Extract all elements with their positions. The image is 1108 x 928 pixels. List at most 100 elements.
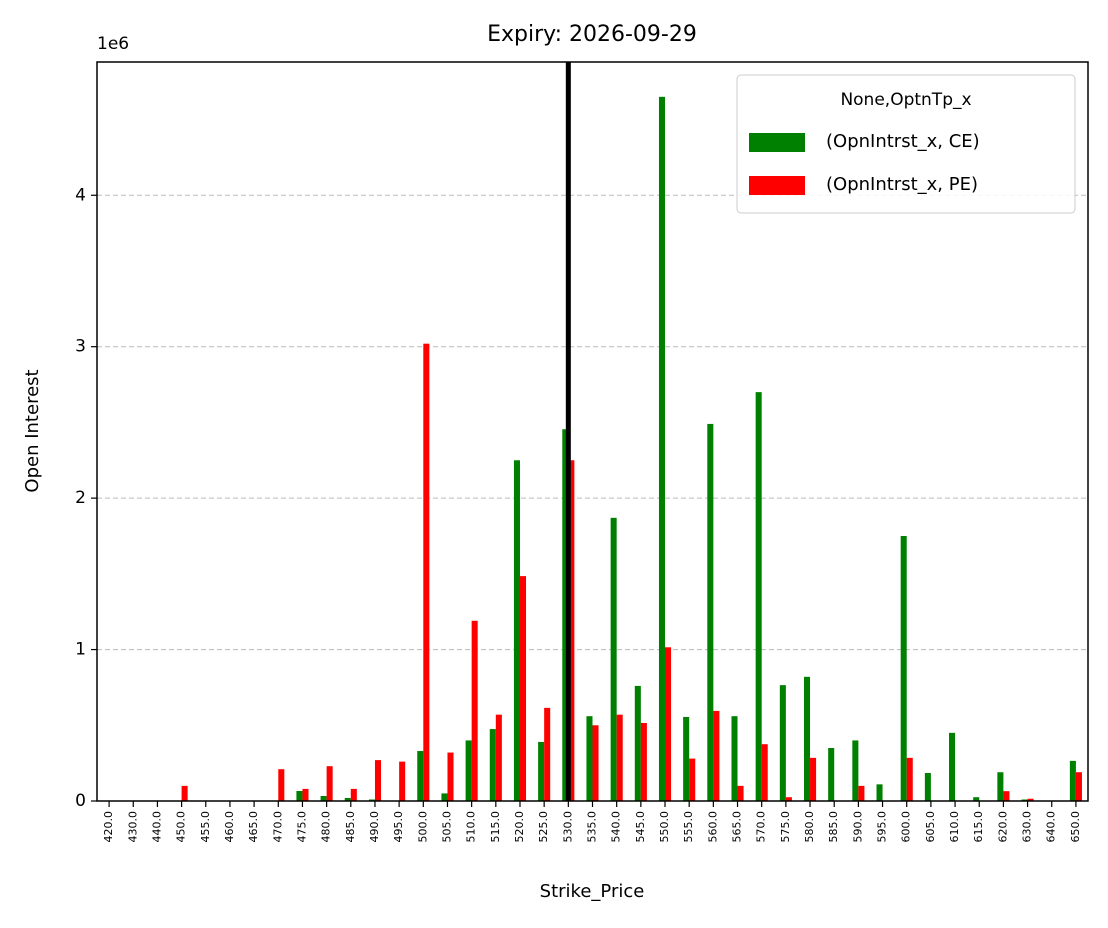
bar <box>640 723 647 801</box>
x-tick-label: 585.0 <box>827 811 840 843</box>
bar <box>278 769 285 801</box>
bar <box>689 758 696 801</box>
x-tick-label: 450.0 <box>175 811 188 843</box>
x-axis-label: Strike_Price <box>540 881 645 902</box>
bar <box>447 752 454 801</box>
bar <box>803 676 811 801</box>
bar <box>417 751 424 801</box>
x-tick-label: 650.0 <box>1069 811 1082 843</box>
bar <box>828 747 835 801</box>
bar <box>326 766 333 801</box>
bar <box>423 343 430 801</box>
bar <box>296 791 303 801</box>
bar <box>973 797 980 801</box>
bar <box>471 620 478 801</box>
y-tick-label: 3 <box>75 337 86 357</box>
bar <box>785 797 792 801</box>
plot-frame <box>96 61 1089 802</box>
x-tick-label: 465.0 <box>247 811 260 843</box>
x-tick-label: 475.0 <box>295 811 308 843</box>
legend-label: (OpnIntrst_x, CE) <box>826 131 980 152</box>
x-tick-label: 520.0 <box>513 811 526 843</box>
bar <box>737 785 744 801</box>
x-tick-label: 500.0 <box>416 811 429 843</box>
bar <box>568 460 575 801</box>
bar <box>713 710 720 801</box>
x-tick-label: 580.0 <box>803 811 816 843</box>
y-tick-label: 2 <box>75 488 86 508</box>
bar <box>495 714 502 801</box>
bar <box>683 716 690 801</box>
bar <box>489 729 496 801</box>
bar <box>538 741 545 801</box>
x-tick-label: 565.0 <box>731 811 744 843</box>
bar <box>779 685 786 801</box>
bar <box>810 757 817 801</box>
x-tick-label: 430.0 <box>126 811 139 843</box>
x-tick-label: 615.0 <box>972 811 985 843</box>
x-tick-label: 485.0 <box>344 811 357 843</box>
x-tick-label: 540.0 <box>610 811 623 843</box>
x-tick-label: 495.0 <box>392 811 405 843</box>
y-tick-label: 1 <box>75 640 86 660</box>
x-tick-label: 525.0 <box>537 811 550 843</box>
bar <box>441 793 448 801</box>
x-tick-label: 480.0 <box>320 811 333 843</box>
x-tick-label: 515.0 <box>489 811 502 843</box>
x-tick-label: 505.0 <box>440 811 453 843</box>
bar <box>592 725 599 801</box>
x-tick-label: 575.0 <box>779 811 792 843</box>
y-offset-label: 1e6 <box>97 34 129 54</box>
bar <box>731 716 738 801</box>
bar <box>616 714 623 801</box>
bar <box>1027 798 1034 801</box>
x-tick-label: 595.0 <box>876 811 889 843</box>
bar <box>665 647 672 801</box>
bar <box>465 740 472 801</box>
x-tick-label: 620.0 <box>996 811 1009 843</box>
bar <box>1075 772 1082 801</box>
bar <box>876 784 883 801</box>
bar <box>344 797 351 801</box>
bar <box>544 707 551 801</box>
x-tick-label: 600.0 <box>900 811 913 843</box>
legend: None,OptnTp_x (OpnIntrst_x, CE) (OpnIntrst… <box>736 74 1076 214</box>
bar <box>634 685 641 801</box>
x-tick-label: 555.0 <box>682 811 695 843</box>
bar <box>374 760 382 801</box>
bar <box>1003 791 1010 801</box>
bar <box>761 744 768 801</box>
bar <box>181 785 188 801</box>
bar <box>997 772 1004 801</box>
bar <box>350 788 357 801</box>
x-tick-label: 470.0 <box>271 811 284 843</box>
bar <box>513 460 520 801</box>
y-tick-label: 0 <box>75 791 86 811</box>
x-tick-label: 570.0 <box>755 811 768 843</box>
y-axis-label: Open Interest <box>22 369 43 492</box>
bar <box>320 796 327 801</box>
bar <box>302 788 309 801</box>
bar <box>858 785 865 801</box>
bar <box>519 576 527 801</box>
bar <box>1069 760 1076 801</box>
y-tick-label: 4 <box>75 185 86 205</box>
x-tick-label: 590.0 <box>851 811 864 843</box>
legend-label: (OpnIntrst_x, PE) <box>826 174 978 195</box>
legend-box <box>736 74 1076 214</box>
bar <box>658 96 666 802</box>
x-tick-label: 490.0 <box>368 811 381 843</box>
x-tick-label: 610.0 <box>948 811 961 843</box>
bar <box>707 423 714 801</box>
bar <box>399 761 406 801</box>
legend-swatch <box>749 176 805 195</box>
bar <box>949 732 956 801</box>
x-tick-label: 640.0 <box>1045 811 1058 843</box>
x-tick-label: 605.0 <box>924 811 937 843</box>
x-tick-label: 420.0 <box>102 811 115 843</box>
bar <box>368 799 375 801</box>
bar <box>562 429 569 801</box>
x-tick-label: 530.0 <box>561 811 574 843</box>
bar <box>1021 799 1028 801</box>
